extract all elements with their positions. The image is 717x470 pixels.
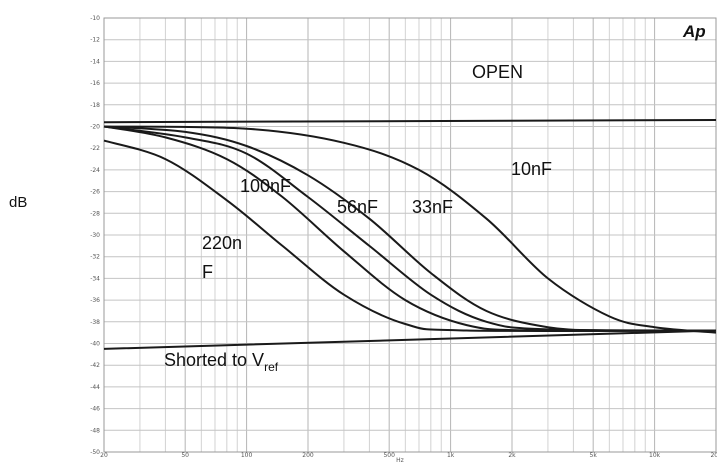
y-tick-label: -50 xyxy=(90,449,100,456)
y-tick-label: -30 xyxy=(90,232,100,239)
y-tick-label: -20 xyxy=(90,124,100,131)
y-tick-labels: -10 -12 -14 -16 -18 -20 -22 -24 -26 -28 -30 -32 -34 -… xyxy=(90,15,100,456)
curve-220nf xyxy=(103,139,717,332)
y-tick-label: -48 xyxy=(90,427,100,434)
curve-open xyxy=(103,119,717,124)
x-axis-label: Hz xyxy=(396,457,404,464)
y-tick-label: -10 xyxy=(90,15,100,22)
label-33nf: 33nF xyxy=(412,197,453,217)
label-100nf: 100nF xyxy=(240,176,291,196)
plot-frame xyxy=(103,17,717,453)
brand-logo: Ap xyxy=(682,22,706,41)
x-tick-label: 20 xyxy=(100,452,108,459)
label-220nf-line2: F xyxy=(202,262,213,282)
y-tick-label: -34 xyxy=(90,275,100,282)
x-tick-label: 50 xyxy=(181,452,189,459)
y-axis-label: dB xyxy=(9,194,27,211)
y-tick-label: -22 xyxy=(90,145,100,152)
x-tick-labels: 20 50 100 200 500 1k 2k 5k 10k 20k xyxy=(100,452,717,459)
y-tick-label: -44 xyxy=(90,384,100,391)
x-tick-label: 20k xyxy=(710,452,717,459)
x-tick-label: 10k xyxy=(649,452,661,459)
curve-56nf xyxy=(103,125,717,332)
x-tick-label: 2k xyxy=(508,452,516,459)
x-tick-label: 500 xyxy=(383,452,395,459)
x-tick-label: 100 xyxy=(241,452,253,459)
label-220nf-line1: 220n xyxy=(202,233,242,253)
y-tick-label: -38 xyxy=(90,319,100,326)
grid xyxy=(103,17,717,453)
x-tick-label: 200 xyxy=(302,452,314,459)
y-tick-label: -46 xyxy=(90,406,100,413)
y-tick-label: -32 xyxy=(90,254,100,261)
y-tick-label: -28 xyxy=(90,210,100,217)
label-open: OPEN xyxy=(472,62,523,82)
curve-10nf xyxy=(103,125,717,334)
y-tick-label: -42 xyxy=(90,362,100,369)
y-tick-label: -16 xyxy=(90,80,100,87)
y-tick-label: -24 xyxy=(90,167,100,174)
y-tick-label: -18 xyxy=(90,102,100,109)
y-tick-label: -40 xyxy=(90,341,100,348)
y-tick-label: -26 xyxy=(90,189,100,196)
y-tick-label: -14 xyxy=(90,58,100,65)
label-10nf: 10nF xyxy=(511,159,552,179)
y-tick-label: -36 xyxy=(90,297,100,304)
y-tick-label: -12 xyxy=(90,37,100,44)
x-tick-label: 5k xyxy=(590,452,598,459)
x-tick-label: 1k xyxy=(447,452,455,459)
label-shorted: Shorted to Vref xyxy=(164,350,279,374)
curves xyxy=(103,119,717,350)
label-56nf: 56nF xyxy=(337,197,378,217)
curve-shorted-to-vref xyxy=(103,329,717,350)
